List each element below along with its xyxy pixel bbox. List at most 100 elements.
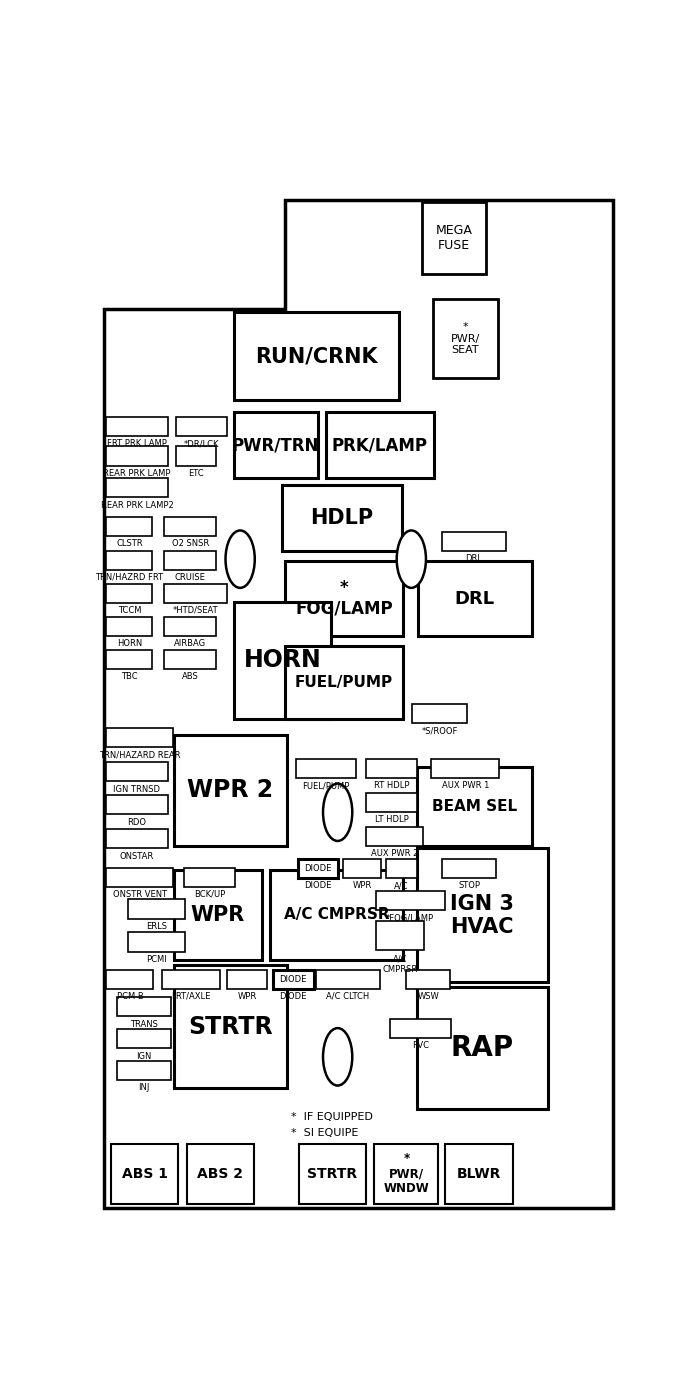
Text: BCK/UP: BCK/UP	[194, 889, 225, 899]
Text: FUEL/PUMP: FUEL/PUMP	[295, 675, 393, 690]
Text: DIODE: DIODE	[280, 975, 307, 983]
FancyBboxPatch shape	[343, 859, 381, 878]
FancyBboxPatch shape	[233, 602, 331, 718]
Text: RVC: RVC	[412, 1041, 429, 1050]
Text: *
PWR/
WNDW: * PWR/ WNDW	[384, 1152, 429, 1196]
FancyBboxPatch shape	[271, 870, 403, 960]
Text: IGN TRNSD: IGN TRNSD	[113, 784, 161, 794]
Text: O2 SNSR: O2 SNSR	[172, 539, 209, 548]
FancyBboxPatch shape	[417, 986, 548, 1109]
FancyBboxPatch shape	[164, 584, 227, 602]
FancyBboxPatch shape	[375, 1143, 438, 1204]
FancyBboxPatch shape	[285, 646, 403, 718]
FancyBboxPatch shape	[273, 969, 314, 989]
Text: TCCM: TCCM	[117, 606, 141, 615]
Text: *HTD/SEAT: *HTD/SEAT	[173, 606, 219, 615]
FancyBboxPatch shape	[366, 793, 417, 812]
FancyBboxPatch shape	[162, 969, 220, 989]
FancyBboxPatch shape	[106, 829, 168, 848]
Text: STRTR: STRTR	[308, 1167, 358, 1181]
FancyBboxPatch shape	[282, 485, 401, 551]
Text: TRN/HAZRD FRT: TRN/HAZRD FRT	[95, 573, 164, 581]
FancyBboxPatch shape	[418, 561, 532, 635]
Text: WPR 2: WPR 2	[187, 779, 273, 802]
FancyBboxPatch shape	[106, 867, 173, 887]
Text: RT HDLP: RT HDLP	[374, 782, 410, 790]
Text: CLSTR: CLSTR	[116, 539, 143, 548]
Text: HORN: HORN	[243, 648, 322, 673]
FancyBboxPatch shape	[187, 1143, 254, 1204]
FancyBboxPatch shape	[296, 760, 356, 779]
Text: DRL: DRL	[454, 590, 495, 608]
FancyBboxPatch shape	[412, 704, 467, 722]
FancyBboxPatch shape	[106, 478, 168, 497]
FancyBboxPatch shape	[106, 584, 152, 602]
FancyBboxPatch shape	[106, 795, 168, 815]
Text: BLWR: BLWR	[456, 1167, 501, 1181]
FancyBboxPatch shape	[106, 649, 152, 668]
Text: AUX PWR 1: AUX PWR 1	[442, 782, 489, 790]
Text: REAR PRK LAMP2: REAR PRK LAMP2	[101, 501, 173, 510]
Text: *FOG/LAMP: *FOG/LAMP	[386, 913, 434, 923]
Text: RDO: RDO	[127, 818, 147, 827]
Text: ABS: ABS	[182, 673, 199, 681]
Text: IGN: IGN	[136, 1051, 152, 1061]
FancyBboxPatch shape	[106, 616, 152, 635]
Text: BEAM SEL: BEAM SEL	[431, 798, 517, 813]
FancyBboxPatch shape	[366, 760, 417, 779]
FancyBboxPatch shape	[433, 298, 498, 378]
Text: A/C CMPRSR: A/C CMPRSR	[284, 907, 389, 923]
FancyBboxPatch shape	[387, 859, 417, 878]
FancyBboxPatch shape	[164, 649, 216, 668]
FancyBboxPatch shape	[184, 867, 235, 887]
FancyBboxPatch shape	[164, 516, 216, 536]
FancyBboxPatch shape	[298, 1143, 366, 1204]
FancyBboxPatch shape	[106, 762, 168, 782]
FancyBboxPatch shape	[227, 969, 267, 989]
Text: ONSTR VENT: ONSTR VENT	[113, 889, 167, 899]
Text: A/C: A/C	[394, 881, 409, 891]
Circle shape	[323, 783, 352, 841]
Text: IGN 3
HVAC: IGN 3 HVAC	[450, 894, 514, 936]
FancyBboxPatch shape	[233, 312, 399, 399]
FancyBboxPatch shape	[164, 616, 216, 635]
Text: FUEL/PUMP: FUEL/PUMP	[302, 782, 350, 790]
FancyBboxPatch shape	[366, 827, 424, 847]
Text: RUN/CRNK: RUN/CRNK	[255, 347, 377, 366]
Text: WPR: WPR	[352, 881, 372, 891]
Text: ETC: ETC	[188, 468, 204, 478]
Text: *S/ROOF: *S/ROOF	[421, 726, 458, 735]
Text: CRUISE: CRUISE	[175, 573, 206, 581]
Text: FRT PRK LAMP: FRT PRK LAMP	[107, 439, 167, 447]
FancyBboxPatch shape	[298, 859, 338, 878]
Text: DIODE: DIODE	[304, 865, 331, 873]
Text: ONSTAR: ONSTAR	[120, 852, 154, 860]
Text: WPR: WPR	[238, 992, 257, 1001]
Text: *  SI EQUIPE: * SI EQUIPE	[291, 1128, 358, 1138]
Text: DIODE: DIODE	[304, 881, 331, 891]
FancyBboxPatch shape	[422, 202, 486, 275]
Text: AUX PWR 2: AUX PWR 2	[371, 849, 419, 859]
Text: *DR/LCK: *DR/LCK	[184, 439, 219, 447]
FancyBboxPatch shape	[316, 969, 380, 989]
FancyBboxPatch shape	[431, 760, 499, 779]
FancyBboxPatch shape	[375, 891, 445, 910]
FancyBboxPatch shape	[128, 932, 185, 952]
FancyBboxPatch shape	[164, 551, 216, 570]
Text: TRANS: TRANS	[130, 1019, 158, 1029]
FancyBboxPatch shape	[326, 413, 434, 478]
FancyBboxPatch shape	[174, 965, 287, 1088]
FancyBboxPatch shape	[417, 848, 548, 982]
FancyBboxPatch shape	[106, 516, 152, 536]
Circle shape	[397, 530, 426, 588]
FancyBboxPatch shape	[389, 1019, 452, 1037]
Text: PCM B: PCM B	[117, 992, 143, 1001]
Text: AIRBAG: AIRBAG	[174, 639, 206, 648]
FancyBboxPatch shape	[233, 413, 317, 478]
Text: HORN: HORN	[117, 639, 142, 648]
FancyBboxPatch shape	[117, 1029, 171, 1048]
Text: HDLP: HDLP	[310, 508, 373, 528]
Text: ABS 2: ABS 2	[197, 1167, 243, 1181]
FancyBboxPatch shape	[174, 735, 287, 847]
FancyBboxPatch shape	[110, 1143, 178, 1204]
